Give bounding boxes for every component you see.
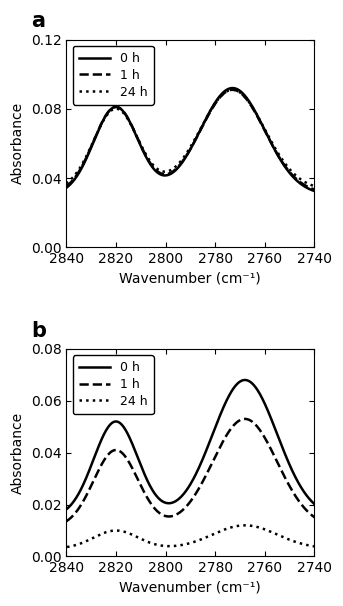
Line: 0 h: 0 h (54, 380, 327, 516)
0 h (290, 172, 294, 179)
24 h (99, 121, 103, 128)
Legend: 0 h, 1 h, 24 h: 0 h, 1 h, 24 h (72, 46, 154, 105)
24 h (230, 86, 235, 93)
24 h (99, 530, 103, 538)
1 h (99, 462, 103, 469)
Y-axis label: Absorbance: Absorbance (11, 102, 25, 184)
0 h (230, 84, 235, 92)
0 h (168, 170, 173, 178)
24 h (52, 185, 56, 192)
X-axis label: Wavenumber (cm⁻¹): Wavenumber (cm⁻¹) (119, 271, 261, 285)
24 h (52, 545, 56, 552)
Text: a: a (32, 12, 46, 32)
Text: b: b (32, 321, 47, 341)
1 h (290, 171, 294, 178)
1 h (156, 508, 161, 516)
1 h (325, 188, 329, 196)
1 h (319, 188, 323, 195)
24 h (325, 544, 329, 551)
1 h (168, 513, 173, 520)
Legend: 0 h, 1 h, 24 h: 0 h, 1 h, 24 h (72, 355, 154, 414)
24 h (319, 184, 323, 191)
1 h (230, 86, 235, 93)
24 h (156, 166, 161, 173)
Line: 24 h: 24 h (54, 525, 327, 548)
0 h (52, 190, 56, 197)
0 h (319, 189, 323, 196)
1 h (319, 518, 323, 525)
0 h (325, 190, 329, 198)
0 h (83, 158, 87, 165)
1 h (290, 487, 294, 494)
Line: 1 h: 1 h (54, 419, 327, 526)
0 h (156, 494, 161, 502)
0 h (243, 376, 247, 384)
0 h (325, 508, 329, 516)
1 h (52, 522, 56, 530)
0 h (99, 121, 103, 128)
24 h (290, 168, 294, 176)
24 h (168, 167, 173, 174)
Y-axis label: Absorbance: Absorbance (11, 411, 25, 494)
1 h (325, 520, 329, 527)
1 h (168, 169, 173, 176)
1 h (99, 120, 103, 127)
24 h (83, 538, 87, 545)
0 h (290, 467, 294, 474)
1 h (52, 188, 56, 195)
0 h (83, 477, 87, 484)
1 h (243, 415, 247, 422)
0 h (168, 499, 173, 507)
24 h (156, 542, 161, 549)
0 h (52, 512, 56, 519)
1 h (83, 157, 87, 164)
Line: 24 h: 24 h (54, 90, 327, 188)
X-axis label: Wavenumber (cm⁻¹): Wavenumber (cm⁻¹) (119, 581, 261, 595)
1 h (156, 168, 161, 176)
Line: 1 h: 1 h (54, 90, 327, 192)
Line: 0 h: 0 h (54, 88, 327, 194)
0 h (99, 436, 103, 444)
1 h (83, 494, 87, 502)
0 h (156, 170, 161, 177)
24 h (319, 544, 323, 551)
24 h (325, 185, 329, 192)
24 h (243, 522, 247, 529)
24 h (290, 537, 294, 544)
0 h (319, 505, 323, 513)
24 h (83, 155, 87, 162)
24 h (168, 542, 173, 550)
